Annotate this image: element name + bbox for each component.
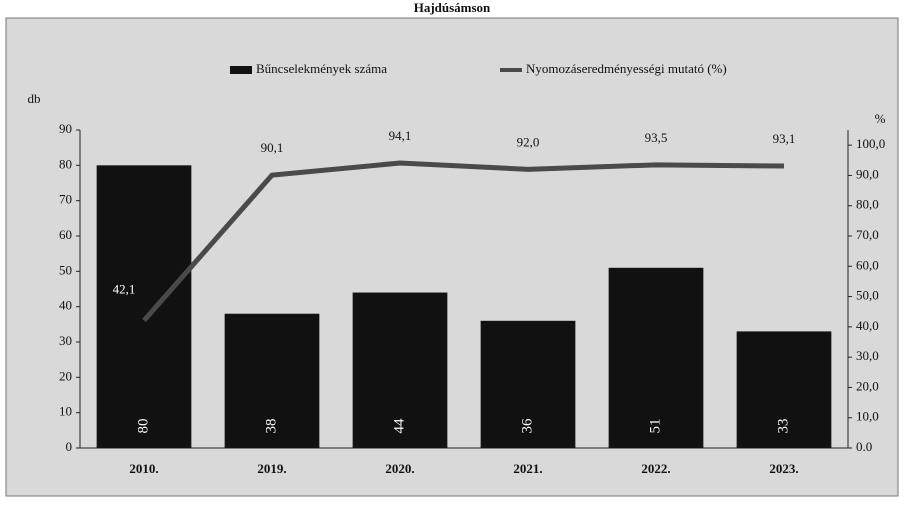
y2-tick-label: 70,0 xyxy=(856,227,879,242)
y-axis-label: db xyxy=(28,91,41,106)
y-tick-label: 90 xyxy=(59,121,72,136)
y-tick-label: 80 xyxy=(59,156,72,171)
y2-tick-label: 10,0 xyxy=(856,409,879,424)
line-value-label: 93,1 xyxy=(773,131,796,146)
bar-value-label: 38 xyxy=(263,419,279,434)
y-tick-label: 30 xyxy=(59,333,72,348)
line-value-label: 90,1 xyxy=(261,140,284,155)
x-tick-label: 2021. xyxy=(513,461,542,476)
y2-tick-label: 0.0 xyxy=(856,439,872,454)
x-tick-label: 2022. xyxy=(641,461,670,476)
y2-tick-label: 40,0 xyxy=(856,318,879,333)
y-tick-label: 40 xyxy=(59,298,72,313)
line-value-label: 94,1 xyxy=(389,128,412,143)
legend-label: Nyomozáseredményességi mutató (%) xyxy=(526,61,727,76)
chart: Hajdúsámson db % 0 10 20 30 40 50 60 70 80 90 0.0 1… xyxy=(0,0,904,513)
y2-tick-label: 30,0 xyxy=(856,348,879,363)
y2-tick-label: 20,0 xyxy=(856,378,879,393)
legend-label: Bűncselekmények száma xyxy=(256,61,387,76)
y-tick-label: 10 xyxy=(59,404,72,419)
y-tick-label: 0 xyxy=(66,439,73,454)
y-tick-label: 60 xyxy=(59,227,72,242)
line-value-label: 93,5 xyxy=(645,130,668,145)
x-tick-label: 2020. xyxy=(385,461,414,476)
x-tick-label: 2010. xyxy=(129,461,158,476)
bar-value-label: 33 xyxy=(775,419,791,434)
line-value-label: 42,1 xyxy=(113,281,136,296)
legend-swatch xyxy=(230,66,252,74)
y-tick-label: 50 xyxy=(59,262,72,277)
y2-tick-label: 50,0 xyxy=(856,288,879,303)
x-tick-label: 2019. xyxy=(257,461,286,476)
y2-tick-label: 80,0 xyxy=(856,197,879,212)
bar-value-label: 51 xyxy=(647,419,663,434)
x-tick-label: 2023. xyxy=(769,461,798,476)
bar xyxy=(97,165,192,448)
y-tick-label: 20 xyxy=(59,368,72,383)
bar-value-label: 44 xyxy=(391,418,407,434)
bar-value-label: 36 xyxy=(519,418,535,434)
y2-tick-label: 100,0 xyxy=(856,136,885,151)
y-tick-label: 70 xyxy=(59,192,72,207)
y2-tick-label: 60,0 xyxy=(856,257,879,272)
y2-tick-label: 90,0 xyxy=(856,166,879,181)
bar-value-label: 80 xyxy=(135,419,151,434)
y2-axis-label: % xyxy=(875,111,886,126)
chart-title: Hajdúsámson xyxy=(414,0,491,15)
line-value-label: 92,0 xyxy=(517,134,540,149)
